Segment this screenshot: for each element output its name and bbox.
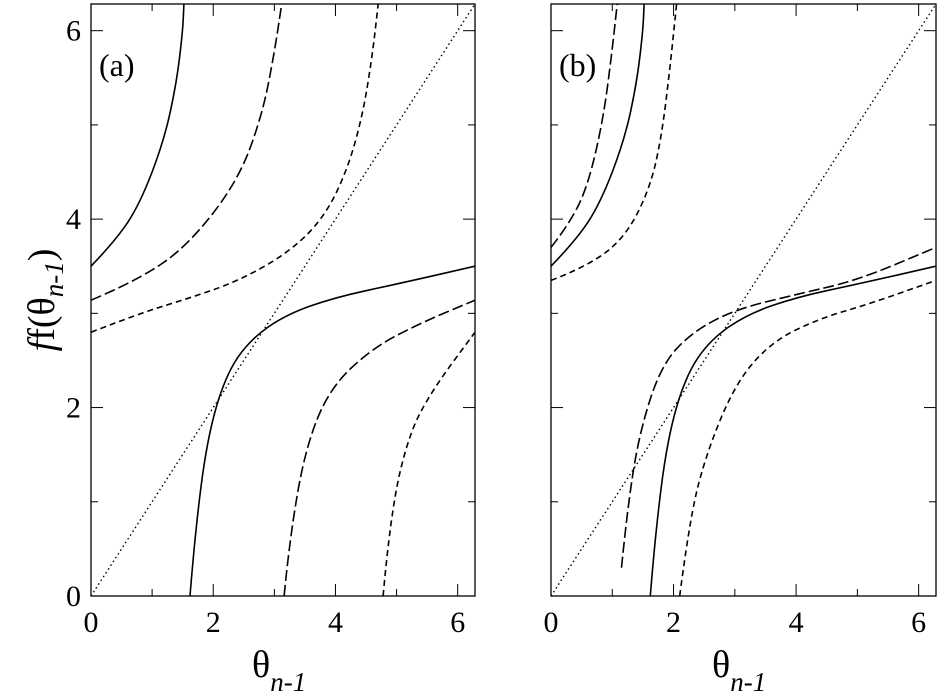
plot-frame bbox=[90, 3, 476, 597]
plots: 0 2 4 6 0 2 4 6 (a) 0 2 4 6 (b) bbox=[66, 3, 937, 639]
series-shortdash-seg-1 bbox=[382, 331, 475, 596]
y-tick-label: 6 bbox=[66, 15, 81, 48]
x-tick-label: 0 bbox=[544, 606, 559, 639]
series-shortdash-seg-0 bbox=[91, 4, 379, 333]
x-tick-label: 6 bbox=[450, 606, 465, 639]
x-tick-label: 4 bbox=[328, 606, 343, 639]
x-axis-label-a: θn-1 bbox=[252, 644, 306, 697]
x-axis-label-b: θn-1 bbox=[712, 644, 766, 697]
series-solid-seg-0 bbox=[91, 4, 185, 267]
panel-label: (a) bbox=[99, 47, 135, 83]
series-shortdash-seg-1 bbox=[678, 279, 936, 596]
y-tick-label: 0 bbox=[66, 580, 81, 613]
y-tick-label: 2 bbox=[66, 392, 81, 425]
y-label-main: f(θ bbox=[21, 297, 63, 341]
series-dashed-seg-0 bbox=[551, 4, 618, 248]
x-tick-label: 0 bbox=[84, 606, 99, 639]
x-tick-label: 6 bbox=[911, 606, 926, 639]
y-tick-label: 4 bbox=[66, 203, 81, 236]
x-label-a-main: θ bbox=[252, 644, 270, 686]
x-tick-label: 4 bbox=[789, 606, 804, 639]
curves bbox=[551, 4, 936, 596]
panel-a: 0 2 4 6 0 2 4 6 (a) bbox=[66, 3, 476, 639]
y-label-sub: n-1 bbox=[39, 261, 69, 297]
curves bbox=[91, 4, 475, 596]
series-shortdash-seg-0 bbox=[551, 4, 678, 282]
series-dashed-seg-0 bbox=[91, 4, 283, 301]
panel-b: 0 2 4 6 (b) bbox=[544, 3, 937, 639]
x-tick-label: 2 bbox=[666, 606, 681, 639]
series-dotted-diagonal-seg-0 bbox=[91, 4, 475, 596]
series-dashed-seg-1 bbox=[620, 246, 936, 568]
x-label-b-main: θ bbox=[712, 644, 730, 686]
x-label-a-sub: n-1 bbox=[270, 667, 306, 697]
y-axis-label: ff(θn-1) bbox=[21, 249, 69, 352]
series-solid-seg-1 bbox=[189, 265, 475, 596]
series-dashed-seg-1 bbox=[283, 299, 475, 596]
x-tick-label: 2 bbox=[206, 606, 221, 639]
series-solid-seg-0 bbox=[551, 4, 645, 267]
svg-text:ff(θn-1): ff(θn-1) bbox=[21, 249, 69, 352]
panel-label: (b) bbox=[559, 47, 596, 83]
y-label-close: ) bbox=[21, 249, 63, 262]
plot-frame bbox=[550, 3, 937, 597]
series-solid-seg-1 bbox=[649, 265, 936, 596]
series-dotted-diagonal-seg-0 bbox=[551, 4, 936, 596]
x-label-b-sub: n-1 bbox=[730, 667, 766, 697]
